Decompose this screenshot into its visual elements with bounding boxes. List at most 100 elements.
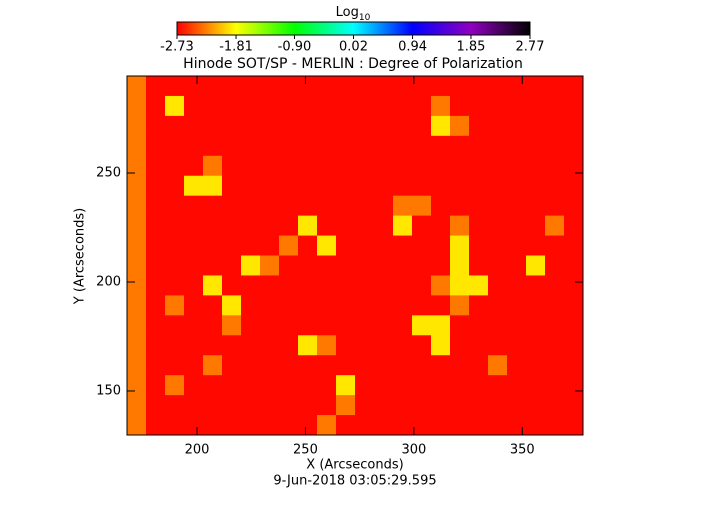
heatmap-cell — [222, 415, 242, 436]
heatmap-cell — [450, 415, 470, 436]
heatmap-cell — [488, 415, 508, 436]
heatmap-cell — [374, 175, 394, 197]
heatmap-cell — [545, 195, 565, 217]
heatmap-cell — [507, 155, 527, 177]
heatmap-cell — [431, 355, 451, 376]
heatmap-cell — [260, 76, 280, 97]
heatmap-cell — [488, 315, 508, 336]
heatmap-cell — [165, 355, 185, 376]
heatmap-cell — [222, 335, 242, 356]
heatmap-cell — [317, 215, 337, 237]
heatmap-cell — [127, 395, 147, 416]
heatmap-cell — [431, 215, 451, 237]
heatmap-cell — [241, 415, 261, 436]
heatmap-cell — [393, 95, 413, 117]
heatmap-cell — [488, 375, 508, 396]
heatmap-cell — [127, 295, 147, 316]
heatmap-cell — [127, 275, 147, 296]
heatmap-cell — [222, 255, 242, 276]
heatmap-cell — [488, 395, 508, 416]
heatmap-cell — [545, 355, 565, 376]
heatmap-cell — [317, 95, 337, 117]
heatmap-cell — [165, 215, 185, 237]
heatmap-cell — [298, 355, 318, 376]
heatmap-cell — [298, 295, 318, 316]
heatmap-cell — [203, 235, 223, 256]
heatmap-cell — [184, 76, 204, 97]
heatmap-cell — [260, 175, 280, 197]
heatmap-cell — [507, 175, 527, 197]
heatmap-cell — [355, 215, 375, 237]
heatmap-cell — [298, 155, 318, 177]
heatmap-cell — [127, 95, 147, 117]
heatmap-cell — [203, 335, 223, 356]
heatmap-cell — [127, 375, 147, 396]
heatmap-cell — [355, 175, 375, 197]
heatmap-cell — [393, 175, 413, 197]
heatmap-cell — [146, 275, 166, 296]
heatmap-cell — [450, 255, 470, 276]
heatmap-cell — [526, 375, 546, 396]
heatmap-cell — [317, 415, 337, 436]
heatmap-cell — [317, 375, 337, 396]
heatmap-cell — [355, 375, 375, 396]
heatmap-cell — [260, 275, 280, 296]
heatmap-cell — [241, 235, 261, 256]
heatmap-cell — [450, 375, 470, 396]
heatmap-cell — [317, 135, 337, 157]
heatmap-cell — [374, 295, 394, 316]
colorbar-label-sub: 10 — [359, 13, 371, 23]
heatmap-cell — [203, 76, 223, 97]
heatmap-cell — [469, 76, 489, 97]
heatmap-cell — [412, 76, 432, 97]
heatmap-cell — [507, 335, 527, 356]
heatmap-cell — [184, 315, 204, 336]
heatmap-cell — [526, 215, 546, 237]
heatmap-cell — [241, 355, 261, 376]
heatmap-cell — [298, 76, 318, 97]
heatmap-cell — [146, 76, 166, 97]
heatmap-cell — [241, 335, 261, 356]
heatmap-cell — [298, 275, 318, 296]
heatmap-cell — [545, 135, 565, 157]
heatmap-cell — [260, 155, 280, 177]
heatmap-cell — [564, 355, 584, 376]
heatmap-cell — [564, 395, 584, 416]
heatmap-cell — [431, 255, 451, 276]
heatmap-cell — [260, 375, 280, 396]
heatmap-cell — [317, 335, 337, 356]
heatmap-cell — [355, 415, 375, 436]
heatmap-cell — [222, 235, 242, 256]
heatmap-cell — [165, 195, 185, 217]
heatmap-cell — [127, 76, 147, 97]
heatmap-cell — [450, 275, 470, 296]
heatmap-cell — [393, 255, 413, 276]
heatmap-cell — [317, 115, 337, 137]
heatmap-cell — [184, 375, 204, 396]
heatmap-cell — [355, 255, 375, 276]
heatmap-cell — [222, 155, 242, 177]
heatmap-cell — [469, 215, 489, 237]
heatmap-cell — [412, 195, 432, 217]
heatmap-cell — [260, 335, 280, 356]
heatmap-cell — [393, 215, 413, 237]
heatmap-cell — [203, 95, 223, 117]
heatmap-cell — [507, 235, 527, 256]
colorbar-tick-label: 1.85 — [456, 40, 485, 55]
heatmap-cell — [165, 155, 185, 177]
heatmap-cell — [241, 395, 261, 416]
footer: 9-Jun-2018 03:05:29.595 — [273, 474, 436, 489]
heatmap-cell — [450, 355, 470, 376]
heatmap-cell — [317, 76, 337, 97]
heatmap-cell — [488, 115, 508, 137]
heatmap-cell — [412, 275, 432, 296]
heatmap-cell — [298, 335, 318, 356]
heatmap-cell — [526, 155, 546, 177]
heatmap-cell — [184, 155, 204, 177]
heatmap-cell — [526, 415, 546, 436]
heatmap-cell — [279, 295, 299, 316]
heatmap-cell — [450, 195, 470, 217]
heatmap-cell — [203, 415, 223, 436]
y-tick-label: 150 — [96, 383, 121, 398]
heatmap-cell — [222, 275, 242, 296]
